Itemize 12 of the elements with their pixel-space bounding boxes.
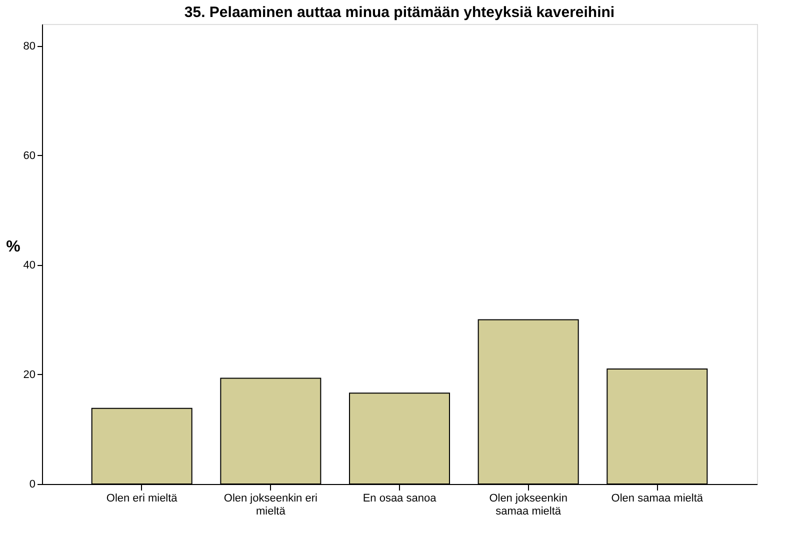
chart-title: 35. Pelaaminen auttaa minua pitämään yhteyksiä kavereihini (184, 4, 615, 21)
y-tick-label: 60 (23, 150, 36, 162)
y-tick-label: 20 (23, 368, 36, 381)
y-tick-label: 0 (29, 478, 36, 490)
y-tick-label: 80 (23, 40, 36, 52)
x-tick-label: Olen eri mieltä (106, 492, 178, 504)
x-tick-label: Olen jokseenkin samaa mieltä (489, 492, 568, 518)
x-tick-label: Olen jokseenkin eri mieltä (224, 492, 318, 518)
y-tick-label: 40 (23, 259, 36, 272)
y-axis-title: % (6, 238, 20, 256)
x-tick-label: Olen samaa mieltä (611, 492, 704, 504)
x-tick-label: En osaa sanoa (362, 492, 438, 504)
